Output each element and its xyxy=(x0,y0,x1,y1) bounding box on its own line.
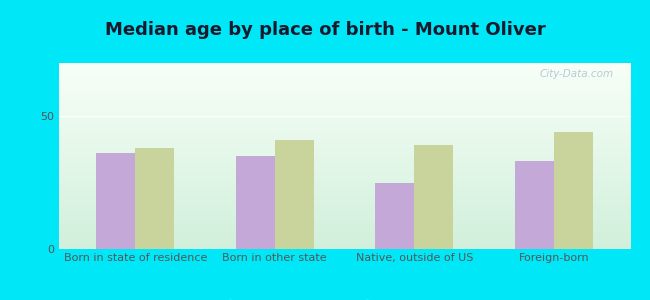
Bar xyxy=(135,148,174,249)
Bar xyxy=(515,161,554,249)
Bar xyxy=(414,146,453,249)
Text: City-Data.com: City-Data.com xyxy=(540,69,614,79)
Bar xyxy=(275,140,314,249)
Bar xyxy=(554,132,593,249)
Bar xyxy=(236,156,275,249)
Bar xyxy=(96,153,135,249)
Legend: Mount Oliver, Pennsylvania: Mount Oliver, Pennsylvania xyxy=(211,296,478,300)
Text: Median age by place of birth - Mount Oliver: Median age by place of birth - Mount Oli… xyxy=(105,21,545,39)
Bar xyxy=(375,183,414,249)
